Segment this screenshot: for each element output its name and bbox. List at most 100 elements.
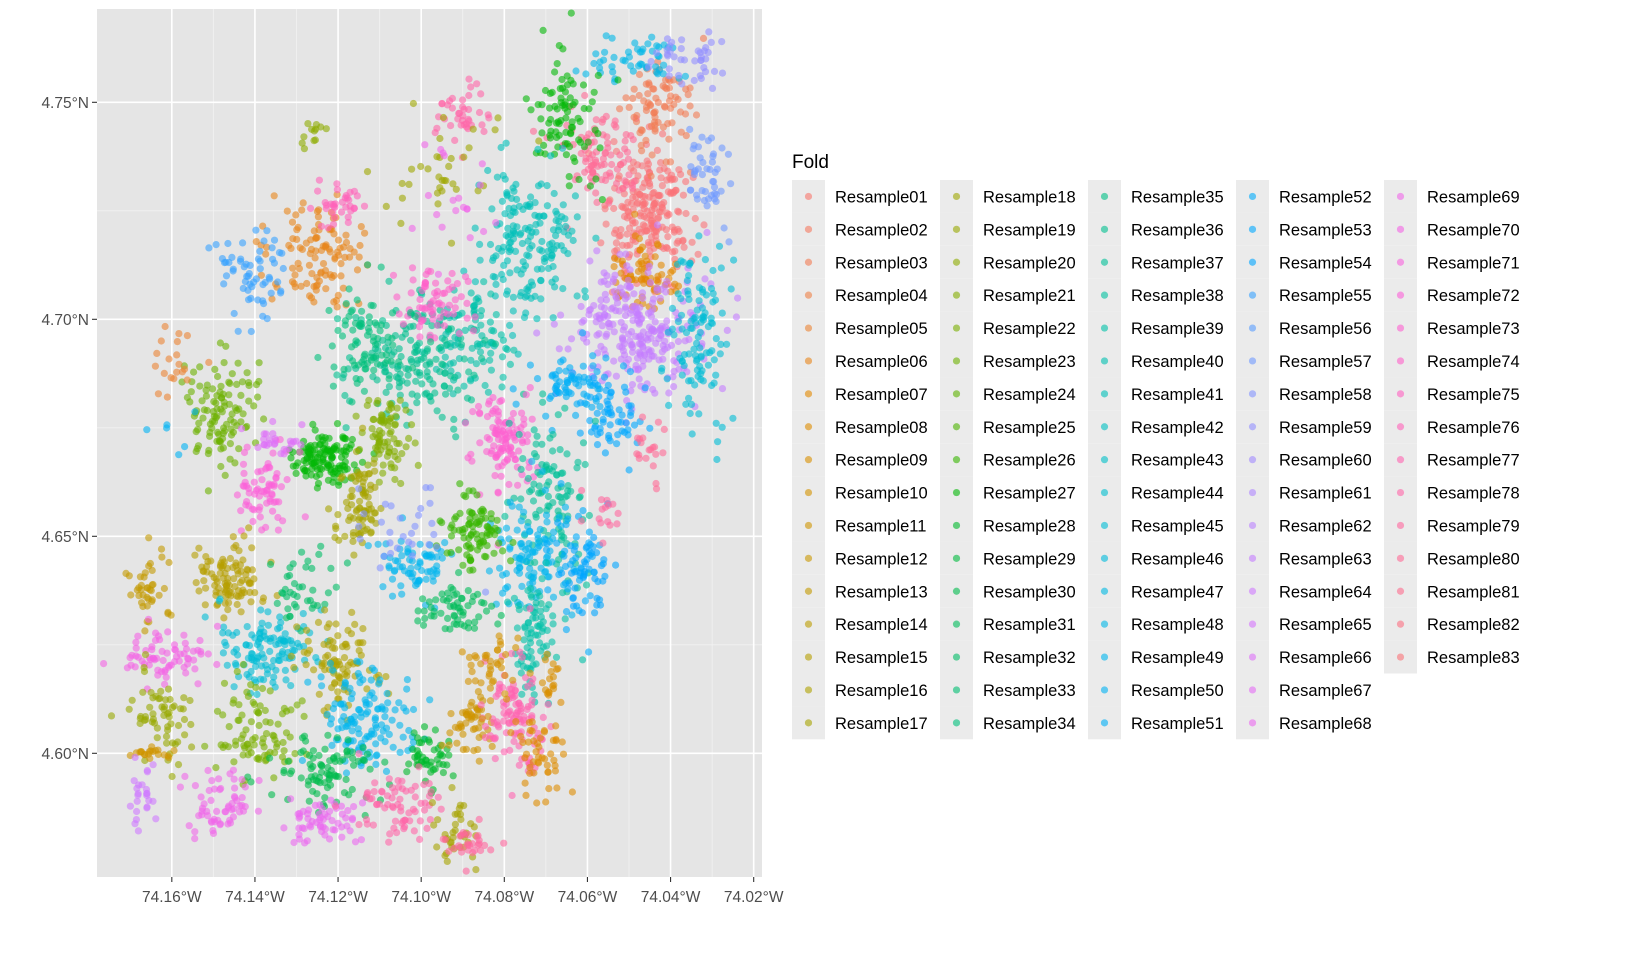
data-point [150,761,157,768]
data-point [356,498,363,505]
data-point [471,619,478,626]
data-point [318,769,325,776]
data-point [675,290,682,297]
data-point [553,471,560,478]
data-point [628,200,635,207]
data-point [482,589,489,596]
data-point [249,566,256,573]
data-point [566,103,573,110]
data-point [639,295,646,302]
data-point [425,736,432,743]
data-point [158,546,165,553]
data-point [349,327,356,334]
data-point [213,661,220,668]
data-point [213,241,220,248]
data-point [669,267,676,274]
data-point [388,335,395,342]
data-point [251,479,258,486]
data-point [686,126,693,133]
data-point [312,235,319,242]
data-point [498,144,505,151]
data-point [510,188,517,195]
data-point [433,211,440,218]
data-point [592,235,599,242]
legend-swatch [805,719,812,726]
data-point [378,352,385,359]
data-point [447,524,454,531]
data-point [577,118,584,125]
data-point [557,446,564,453]
data-point [131,777,138,784]
data-point [545,493,552,500]
data-point [647,279,654,286]
data-point [285,758,292,765]
data-point [439,414,446,421]
data-point [586,552,593,559]
data-point [475,842,482,849]
data-point [512,248,519,255]
data-point [393,293,400,300]
data-point [451,603,458,610]
data-point [311,442,318,449]
data-point [475,688,482,695]
data-point [316,177,323,184]
data-point [477,322,484,329]
data-point [613,373,620,380]
data-point [600,419,607,426]
data-point [318,223,325,230]
data-point [181,716,188,723]
data-point [326,620,333,627]
data-point [275,721,282,728]
data-point [350,515,357,522]
data-point [421,615,428,622]
data-point [648,347,655,354]
data-point [213,808,220,815]
data-point [569,788,576,795]
data-point [545,601,552,608]
data-point [160,657,167,664]
data-point [378,411,385,418]
data-point [462,273,469,280]
data-point [423,825,430,832]
data-point [620,57,627,64]
data-point [370,822,377,829]
data-point [682,178,689,185]
data-point [525,572,532,579]
data-point [303,661,310,668]
data-point [310,747,317,754]
data-point [235,328,242,335]
data-point [322,654,329,661]
data-point [535,182,542,189]
data-point [494,646,501,653]
data-point [364,789,371,796]
data-point [350,473,357,480]
data-point [623,131,630,138]
data-point [355,523,362,530]
data-point [627,266,634,273]
data-point [520,636,527,643]
data-point [217,463,224,470]
data-point [389,593,396,600]
data-point [415,462,422,469]
data-point [498,271,505,278]
data-point [408,530,415,537]
data-point [367,530,374,537]
data-point [569,118,576,125]
data-point [446,97,453,104]
data-point [620,362,627,369]
data-point [675,238,682,245]
data-point [327,565,334,572]
data-point [500,374,507,381]
data-point [266,648,273,655]
data-point [455,546,462,553]
data-point [561,405,568,412]
data-point [656,192,663,199]
data-point [152,363,159,370]
data-point [528,458,535,465]
data-point [515,602,522,609]
data-point [514,635,521,642]
data-point [518,517,525,524]
data-point [275,498,282,505]
data-point [385,563,392,570]
